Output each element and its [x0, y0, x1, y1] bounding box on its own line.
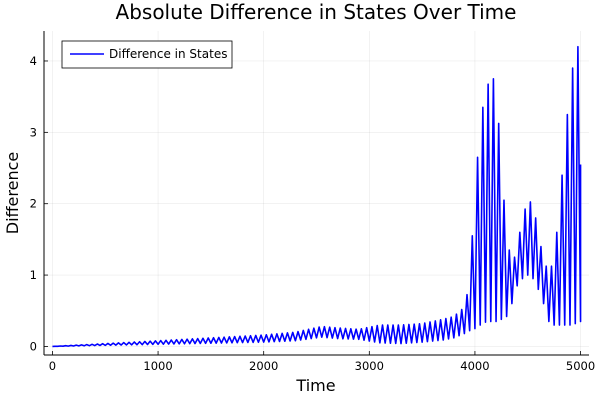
y-axis-label: Difference [3, 152, 22, 234]
series-line-0 [52, 45, 582, 348]
x-tick-label-0: 0 [49, 359, 56, 373]
chart-title: Absolute Difference in States Over Time [116, 0, 517, 24]
x-tick-label-1: 1000 [143, 359, 172, 373]
y-tick-label-2: 2 [30, 197, 37, 211]
ticks: 0 1000 2000 3000 4000 5000 0 1 2 3 4 [30, 54, 596, 373]
series-layer [52, 45, 582, 348]
x-tick-label-4: 4000 [460, 359, 489, 373]
y-tick-label-1: 1 [30, 268, 37, 282]
y-tick-label-3: 3 [30, 125, 37, 139]
x-tick-label-2: 2000 [249, 359, 278, 373]
axes [43, 31, 589, 356]
y-tick-label-4: 4 [30, 54, 37, 68]
legend: Difference in States [61, 40, 233, 69]
x-axis-label: Time [295, 376, 335, 395]
x-tick-label-5: 5000 [566, 359, 595, 373]
x-tick-label-3: 3000 [355, 359, 384, 373]
y-tick-label-0: 0 [30, 339, 37, 353]
legend-entry-label: Difference in States [109, 47, 227, 61]
